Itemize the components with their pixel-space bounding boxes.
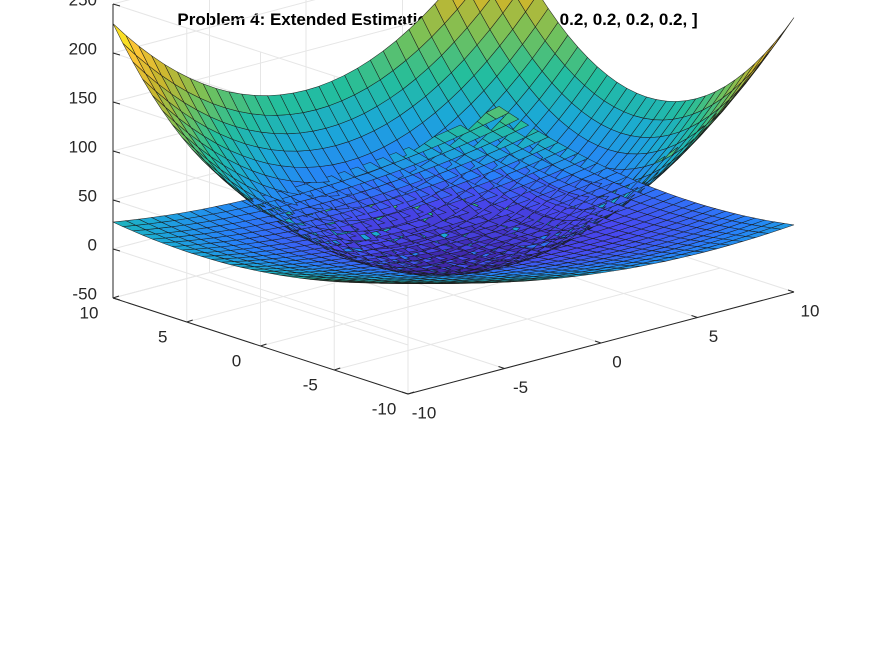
y-tick-mark [112, 295, 120, 299]
z-tick-mark [112, 150, 121, 154]
z-tick-mark [112, 101, 121, 105]
z-tick-label: 200 [69, 39, 97, 58]
z-tick-label: 150 [69, 88, 97, 107]
x-tick-mark [691, 315, 698, 318]
y-tick-mark [334, 367, 341, 371]
title-prefix: Problem 4: Extended Estimation | x [177, 10, 462, 29]
z-tick-mark [112, 297, 121, 301]
y-tick-mark [407, 391, 415, 395]
x-tick-mark [787, 289, 795, 293]
lower-surface-patch [111, 220, 137, 227]
z-tick-mark [112, 248, 121, 252]
x-tick-label: -5 [513, 378, 528, 397]
upper-surface-patch [112, 23, 136, 56]
x-tick-label: -10 [412, 403, 437, 422]
z-tick-label: 50 [78, 186, 97, 205]
y-tick-label: 0 [232, 351, 241, 370]
x-tick-mark [401, 391, 409, 395]
upper-surface-patch [741, 53, 765, 83]
y-tick-label: 10 [80, 303, 99, 322]
y-tick-mark [186, 319, 193, 323]
x-tick-label: 5 [709, 327, 718, 346]
upper-surface-patch [473, 0, 490, 13]
surface-layer [111, 0, 795, 284]
z-tick-mark [112, 199, 121, 203]
floor-gridline-y [334, 267, 721, 371]
upper-surface-patch [452, 0, 466, 10]
back-wall-gridline-z [112, 0, 316, 54]
y-tick-mark [260, 343, 267, 347]
upper-surface-patch [731, 63, 755, 92]
z-tick-label: -50 [72, 284, 97, 303]
z-tick-label: 250 [69, 0, 97, 9]
x-tick-mark [498, 366, 505, 369]
x-tick-label: 10 [801, 301, 820, 320]
z-tick-label: 0 [88, 235, 97, 254]
y-tick-label: -5 [303, 375, 318, 394]
z-tick-label: 100 [69, 137, 97, 156]
y-tick-label: 5 [158, 327, 167, 346]
x-tick-label: 0 [612, 352, 621, 371]
z-tick-mark [112, 52, 121, 56]
y-tick-label: -10 [372, 399, 397, 418]
z-tick-mark [112, 3, 121, 7]
x-tick-mark [594, 340, 602, 344]
side-wall-gridline-z [112, 248, 409, 346]
